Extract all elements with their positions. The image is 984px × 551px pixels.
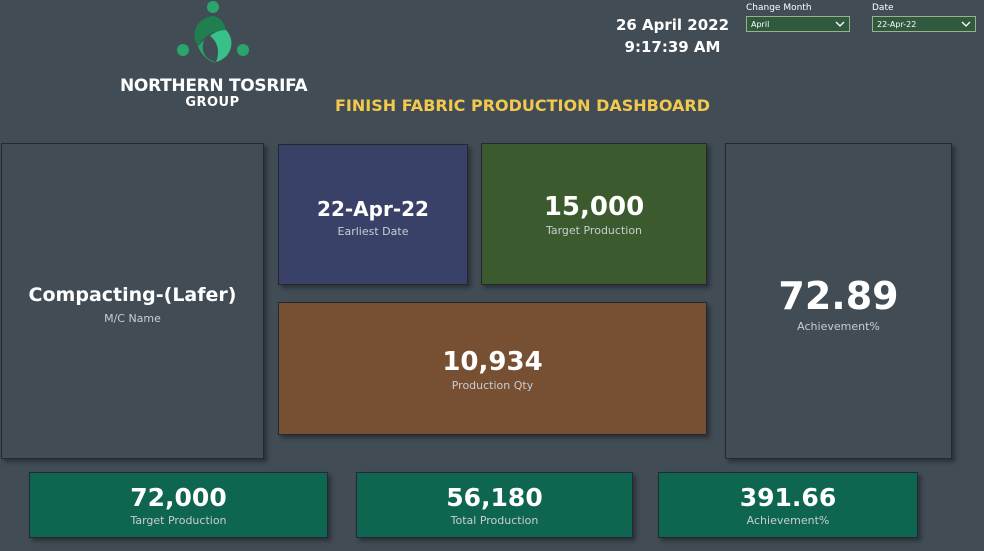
month-dropdown-value: April [751, 20, 770, 29]
date-slicer: Date 22-Apr-22 [872, 2, 976, 32]
target-production-card: 15,000 Target Production [481, 143, 707, 285]
logo-mark-icon [177, 1, 249, 63]
total-target-card: 72,000 Target Production [29, 472, 328, 538]
total-production-caption: Total Production [450, 514, 539, 527]
current-time: 9:17:39 AM [624, 38, 721, 56]
production-qty-value: 10,934 [442, 347, 543, 377]
logo-group-name: GROUP [185, 95, 240, 110]
earliest-date-card: 22-Apr-22 Earliest Date [278, 144, 468, 285]
achievement-card: 72.89 Achievement% [725, 143, 952, 459]
total-achievement-card: 391.66 Achievement% [658, 472, 918, 538]
earliest-date-value: 22-Apr-22 [317, 197, 429, 221]
production-qty-card: 10,934 Production Qty [278, 302, 707, 435]
datetime-display: 26 April 2022 9:17:39 AM [600, 14, 745, 58]
chevron-down-icon [835, 21, 845, 27]
earliest-date-caption: Earliest Date [337, 225, 409, 238]
production-qty-caption: Production Qty [451, 379, 534, 392]
month-dropdown[interactable]: April [746, 16, 850, 32]
total-achievement-caption: Achievement% [746, 514, 830, 527]
target-production-value: 15,000 [543, 192, 645, 222]
date-slicer-label: Date [872, 3, 894, 13]
total-achievement-value: 391.66 [739, 483, 837, 512]
current-date: 26 April 2022 [615, 16, 730, 34]
logo-company-name: NORTHERN TOSRIFA [120, 76, 308, 96]
achievement-caption: Achievement% [797, 320, 880, 333]
total-target-caption: Target Production [130, 514, 227, 527]
date-dropdown[interactable]: 22-Apr-22 [872, 16, 976, 32]
machine-name-caption: M/C Name [104, 312, 161, 325]
total-production-card: 56,180 Total Production [356, 472, 633, 538]
chevron-down-icon [961, 21, 971, 27]
dashboard-title: FINISH FABRIC PRODUCTION DASHBOARD [335, 96, 710, 115]
date-dropdown-value: 22-Apr-22 [877, 20, 917, 29]
target-production-caption: Target Production [545, 224, 643, 237]
machine-name-value: Compacting-(Lafer) [28, 284, 237, 306]
achievement-value: 72.89 [778, 274, 899, 318]
month-slicer: Change Month April [746, 2, 850, 32]
company-logo: NORTHERN TOSRIFA GROUP [120, 0, 308, 115]
machine-name-card: Compacting-(Lafer) M/C Name [1, 143, 264, 459]
total-production-value: 56,180 [446, 483, 543, 512]
month-slicer-label: Change Month [746, 3, 812, 13]
total-target-value: 72,000 [130, 483, 227, 512]
